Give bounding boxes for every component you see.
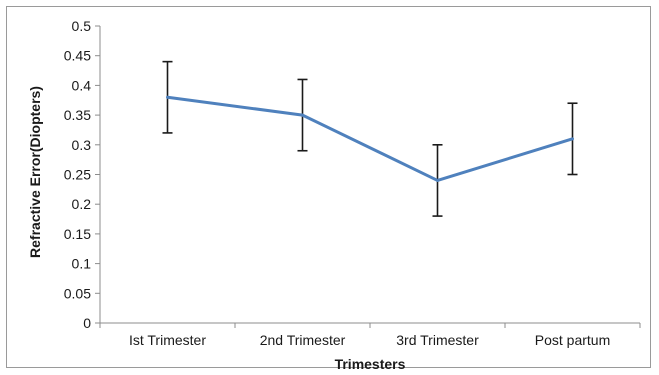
data-point [571, 137, 574, 141]
data-point [436, 178, 439, 182]
y-tick-label: 0.45 [64, 48, 91, 64]
y-tick-label: 0.25 [64, 167, 91, 183]
x-axis: Ist Trimester 2nd Trimester 3rd Trimester P… [99, 322, 641, 348]
y-tick-label: 0.3 [72, 137, 92, 153]
x-axis-title: Trimesters [335, 356, 406, 372]
y-tick-label: 0.05 [64, 285, 91, 301]
data-point [166, 95, 169, 99]
y-tick-label: 0 [83, 315, 91, 331]
x-tick-label: Ist Trimester [129, 332, 206, 348]
y-tick-label: 0.4 [72, 77, 92, 93]
data-point [301, 113, 304, 117]
y-tick-label: 0.15 [64, 226, 91, 242]
chart-frame [6, 6, 651, 368]
x-tick-label: 3rd Trimester [396, 332, 479, 348]
x-tick-label: Post partum [535, 332, 610, 348]
series-group [162, 60, 578, 217]
y-axis: 0 0.05 0.1 0.15 0.2 0.25 0.3 0.35 0.4 0.45 0.5 [64, 18, 101, 331]
y-tick-label: 0.1 [72, 256, 92, 272]
x-tick-label: 2nd Trimester [260, 332, 346, 348]
series-line [167, 95, 573, 182]
y-tick-label: 0.5 [72, 18, 92, 34]
y-tick-label: 0.2 [72, 196, 92, 212]
y-tick-label: 0.35 [64, 107, 91, 123]
y-axis-title: Refractive Error(Diopters) [27, 86, 43, 258]
